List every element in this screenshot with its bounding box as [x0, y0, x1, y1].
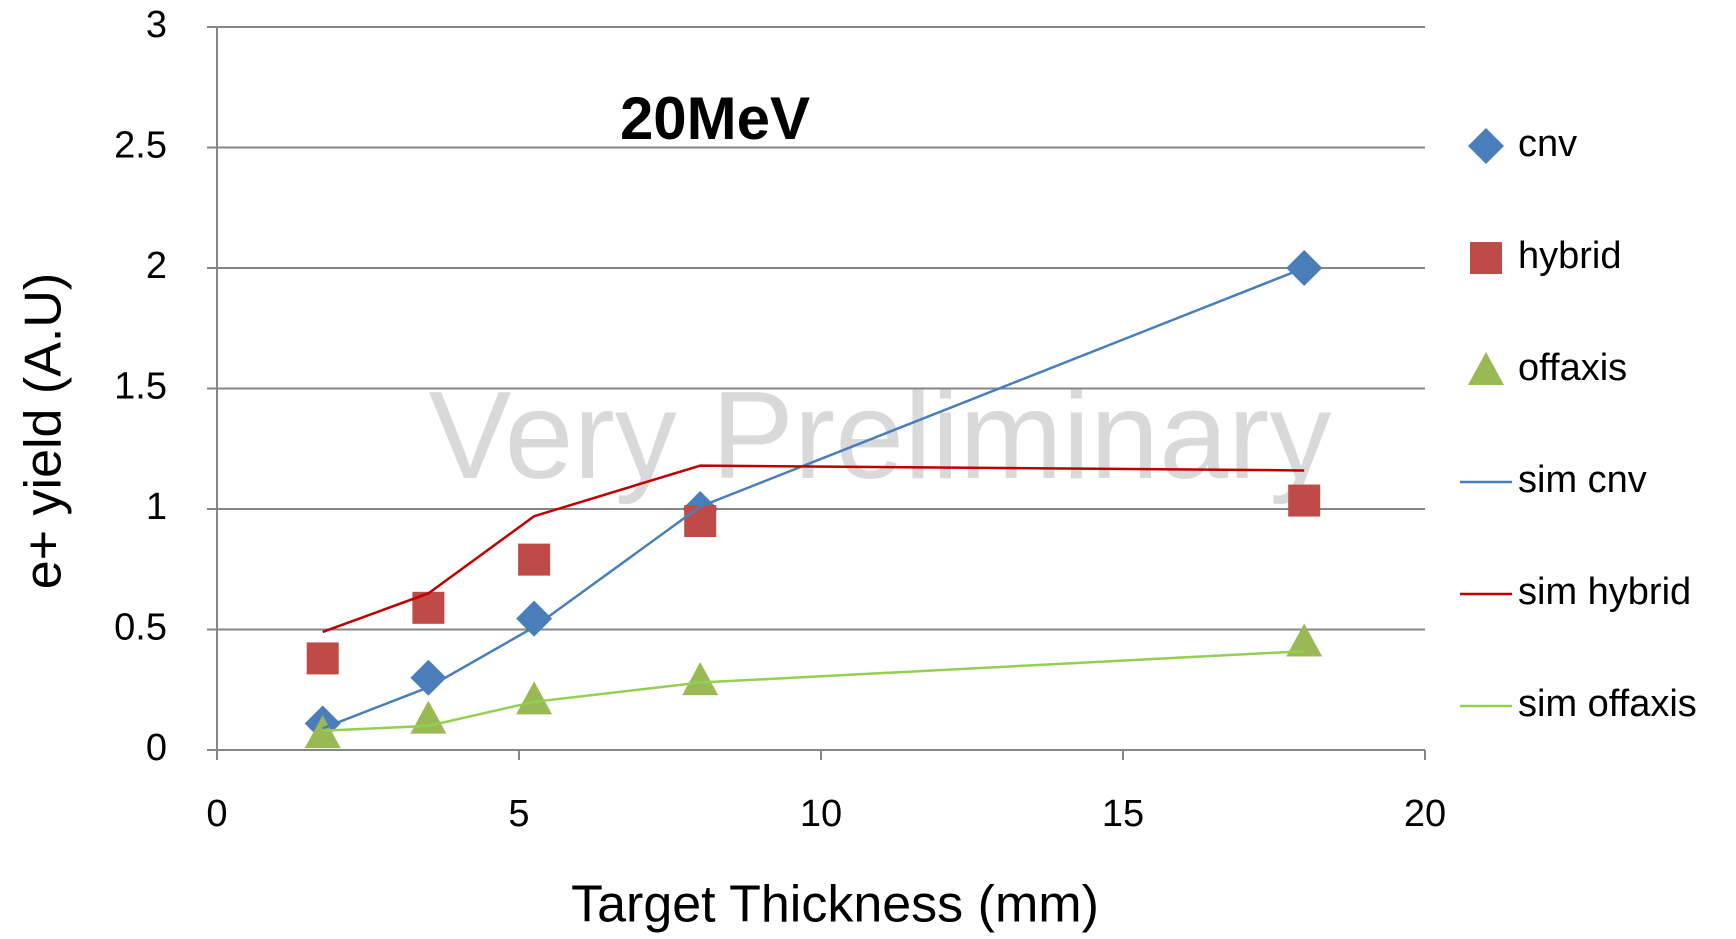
legend-label: sim cnv [1518, 459, 1647, 501]
data-point [410, 659, 447, 696]
data-point [518, 543, 551, 576]
x-tick-label: 20 [1404, 793, 1446, 835]
chart-title: 20MeV [620, 85, 810, 152]
legend-label: offaxis [1518, 347, 1627, 389]
y-tick-label: 2.5 [114, 125, 167, 167]
y-tick-label: 2 [146, 245, 167, 287]
data-point [304, 715, 341, 749]
sim-line [322, 464, 1305, 634]
x-tick-label: 0 [206, 793, 227, 835]
sim-line [322, 266, 1305, 730]
legend-swatch [1470, 242, 1502, 274]
legend-label: sim hybrid [1518, 571, 1691, 613]
legend-label: sim offaxis [1518, 683, 1697, 725]
y-axis-label: e+ yield (A.U) [15, 273, 73, 589]
x-axis-label: Target Thickness (mm) [571, 876, 1099, 934]
legend-label: hybrid [1518, 235, 1622, 277]
y-tick-label: 0 [146, 727, 167, 769]
data-point [1288, 484, 1321, 517]
data-point [306, 642, 339, 675]
legend-swatch [1468, 128, 1504, 164]
legend-label: cnv [1518, 123, 1577, 165]
data-point [1286, 623, 1323, 657]
data-point [516, 600, 553, 637]
x-tick-label: 5 [508, 793, 529, 835]
legend-swatch [1468, 352, 1504, 385]
data-point [684, 505, 717, 538]
data-point [516, 681, 553, 715]
y-tick-label: 1.5 [114, 366, 167, 408]
y-tick-label: 3 [146, 4, 167, 46]
y-tick-label: 0.5 [114, 607, 167, 649]
x-tick-label: 10 [800, 793, 842, 835]
sim-line [322, 649, 1305, 732]
data-point [682, 662, 719, 696]
x-tick-label: 15 [1102, 793, 1144, 835]
data-point [410, 700, 447, 734]
y-tick-label: 1 [146, 486, 167, 528]
